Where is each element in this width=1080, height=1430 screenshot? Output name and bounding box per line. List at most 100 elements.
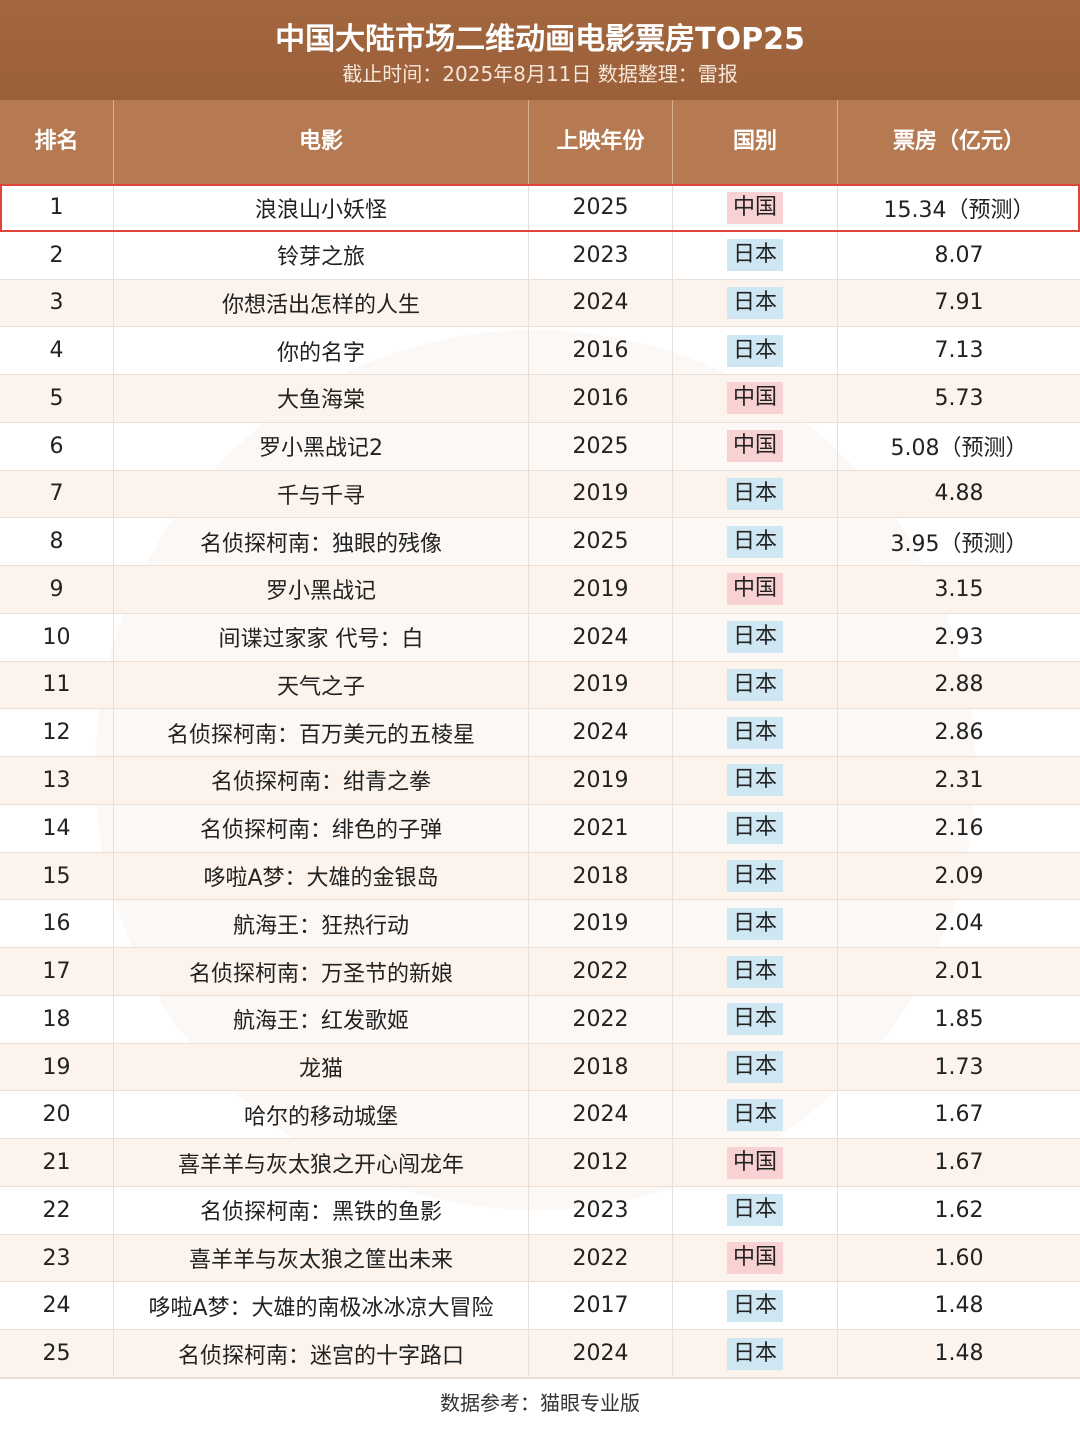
table-row: 3 你想活出怎样的人生 2024 日本 7.91 [0,279,1080,328]
table-cell: 2022 [529,948,673,995]
table-cell: 日本 [673,231,838,279]
table-cell: 1.67 [934,1102,984,1128]
table-cell: 名侦探柯南：百万美元的五棱星 [114,709,529,757]
table-cell: 21 [0,1139,114,1186]
table-cell: 日本 [673,709,838,757]
table-cell: 7 [0,470,114,518]
table-cell: 日本 [673,1091,838,1139]
table-cell: 浪浪山小妖怪 [114,186,529,230]
table-cell: 2019 [529,757,673,804]
table-cell: 15.34（预测） [883,197,1035,223]
table-cell: 2022 [529,1234,673,1282]
table-cell: 10 [0,613,114,661]
table-cell: 哆啦A梦：大雄的南极冰冰凉大冒险 [114,1282,529,1330]
table-cell: 1 [0,186,114,230]
table-cell: 2021 [529,804,673,852]
table-row: 5 大鱼海棠 2016 中国 5.73 [0,375,1080,423]
table-cell: 名侦探柯南：迷宫的十字路口 [114,1330,529,1377]
table-cell: 中国 [673,566,838,613]
table-cell: 中国 [673,186,838,230]
table-cell: 航海王：红发歌姬 [114,995,529,1043]
table-cell: 2024 [529,1330,673,1377]
footer: 数据参考：猫眼专业版 [0,1378,1080,1430]
table-cell: 中国 [673,375,838,422]
table-cell: 2012 [529,1139,673,1186]
table-cell: 日本 [673,995,838,1043]
table-row: 25 名侦探柯南：迷宫的十字路口 2024 日本 1.48 [0,1330,1080,1378]
country-tag: 日本 [726,668,783,701]
country-tag: 日本 [726,764,783,797]
table-cell: 1.67 [934,1150,984,1176]
table-cell: 2024 [529,279,673,327]
table-cell: 中国 [673,422,838,470]
table-cell: 22 [0,1186,114,1234]
table-row: 19 龙猫 2018 日本 1.73 [0,1043,1080,1092]
table-cell: 6 [0,422,114,470]
table-cell: 3.95（预测） [890,531,1028,557]
table-cell: 中国 [673,1234,838,1282]
country-tag: 中国 [726,382,783,415]
table-cell: 2025 [529,518,673,566]
table-row: 21 喜羊羊与灰太狼之开心闯龙年 2012 中国 1.67 [0,1139,1080,1187]
country-tag: 日本 [726,525,783,558]
table-cell: 7.13 [934,338,984,364]
column-header: 票房（亿元） [892,129,1025,154]
table-cell: 5.73 [934,385,984,411]
table-row: 16 航海王：狂热行动 2019 日本 2.04 [0,900,1080,949]
country-tag: 日本 [726,1051,783,1084]
table-cell: 名侦探柯南：独眼的残像 [114,518,529,566]
table-cell: 哆啦A梦：大雄的金银岛 [114,852,529,900]
column-header: 国别 [673,100,838,184]
table-cell: 铃芽之旅 [114,231,529,279]
table-row: 4 你的名字 2016 日本 7.13 [0,327,1080,376]
table-cell: 1.60 [934,1245,984,1271]
table-cell: 5.08（预测） [890,436,1028,462]
table-cell: 2.04 [934,911,984,937]
table-cell: 2.86 [934,720,984,746]
table-cell: 2 [0,231,114,279]
table-cell: 日本 [673,900,838,948]
table-cell: 日本 [673,1043,838,1091]
table-cell: 12 [0,709,114,757]
table-cell: 2023 [529,1186,673,1234]
table-row: 11 天气之子 2019 日本 2.88 [0,661,1080,710]
table-cell: 日本 [673,613,838,661]
table-row: 24 哆啦A梦：大雄的南极冰冰凉大冒险 2017 日本 1.48 [0,1282,1080,1331]
table-cell: 7.91 [934,290,984,316]
table-cell: 龙猫 [114,1043,529,1091]
table-cell: 2019 [529,900,673,948]
country-tag: 日本 [726,1098,783,1131]
banner: 中国大陆市场二维动画电影票房TOP25 截止时间：2025年8月11日 数据整理… [0,0,1080,100]
country-tag: 日本 [726,477,783,510]
table-cell: 名侦探柯南：绀青之拳 [114,757,529,804]
table-row: 12 名侦探柯南：百万美元的五棱星 2024 日本 2.86 [0,709,1080,758]
table-cell: 24 [0,1282,114,1330]
table-cell: 4.88 [934,481,984,507]
country-tag: 日本 [726,907,783,940]
country-tag: 日本 [726,286,783,319]
table-cell: 14 [0,804,114,852]
table-cell: 日本 [673,1282,838,1330]
country-tag: 日本 [726,1003,783,1036]
table-cell: 日本 [673,1186,838,1234]
table-cell: 2.88 [934,672,984,698]
table-cell: 日本 [673,948,838,995]
table-cell: 2025 [529,186,673,230]
header-row: 排名 电影 上映年份 国别 票房（亿元） [0,100,1080,184]
table-cell: 2.16 [934,815,984,841]
country-tag: 日本 [726,812,783,845]
table-cell: 千与千寻 [114,470,529,518]
table-cell: 名侦探柯南：万圣节的新娘 [114,948,529,995]
table-row: 9 罗小黑战记 2019 中国 3.15 [0,566,1080,614]
table-cell: 日本 [673,1330,838,1377]
table-cell: 2025 [529,422,673,470]
table-cell: 2024 [529,613,673,661]
table-cell: 2024 [529,709,673,757]
table-row: 18 航海王：红发歌姬 2022 日本 1.85 [0,995,1080,1044]
table-cell: 2019 [529,661,673,709]
table-cell: 喜羊羊与灰太狼之筐出未来 [114,1234,529,1282]
table-cell: 2024 [529,1091,673,1139]
table-cell: 23 [0,1234,114,1282]
country-tag: 日本 [726,239,783,272]
